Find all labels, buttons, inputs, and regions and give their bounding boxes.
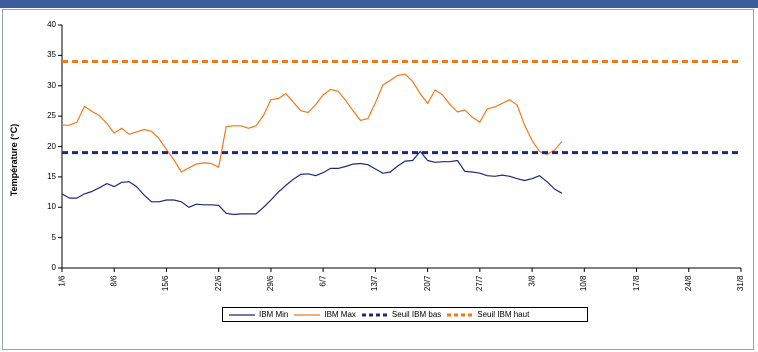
y-tick-label: 0: [51, 263, 56, 272]
chart-frame: [2, 9, 754, 350]
y-tick-label: 25: [47, 111, 56, 121]
y-tick-label: 40: [47, 20, 56, 29]
legend-swatch: [294, 313, 321, 316]
y-tick-label: 15: [47, 171, 56, 181]
legend-swatch: [229, 313, 255, 316]
legend-label: IBM Min: [259, 310, 289, 319]
legend-item: Seuil IBM haut: [447, 310, 529, 319]
chart-legend: IBM Min IBM Max Seuil IBM bas Seuil IBM hau…: [222, 307, 588, 322]
y-tick-label: 10: [47, 202, 56, 212]
series-line-1: [62, 73, 563, 173]
legend-swatch: [361, 313, 388, 316]
legend-item: IBM Min: [229, 310, 288, 319]
y-tick-label: 35: [47, 50, 56, 60]
series-line-0: [61, 150, 563, 216]
legend-item: Seuil IBM bas: [361, 310, 442, 319]
window-title-bar: [0, 0, 758, 8]
y-tick-label: 5: [51, 232, 56, 242]
y-tick-label: 30: [47, 80, 56, 90]
legend-label: IBM Max: [324, 310, 356, 319]
legend-label: Seuil IBM haut: [477, 310, 530, 319]
legend-item: IBM Max: [294, 310, 356, 319]
legend-label: Seuil IBM bas: [391, 310, 442, 319]
y-tick-label: 20: [47, 141, 56, 151]
legend-swatch: [447, 313, 474, 316]
